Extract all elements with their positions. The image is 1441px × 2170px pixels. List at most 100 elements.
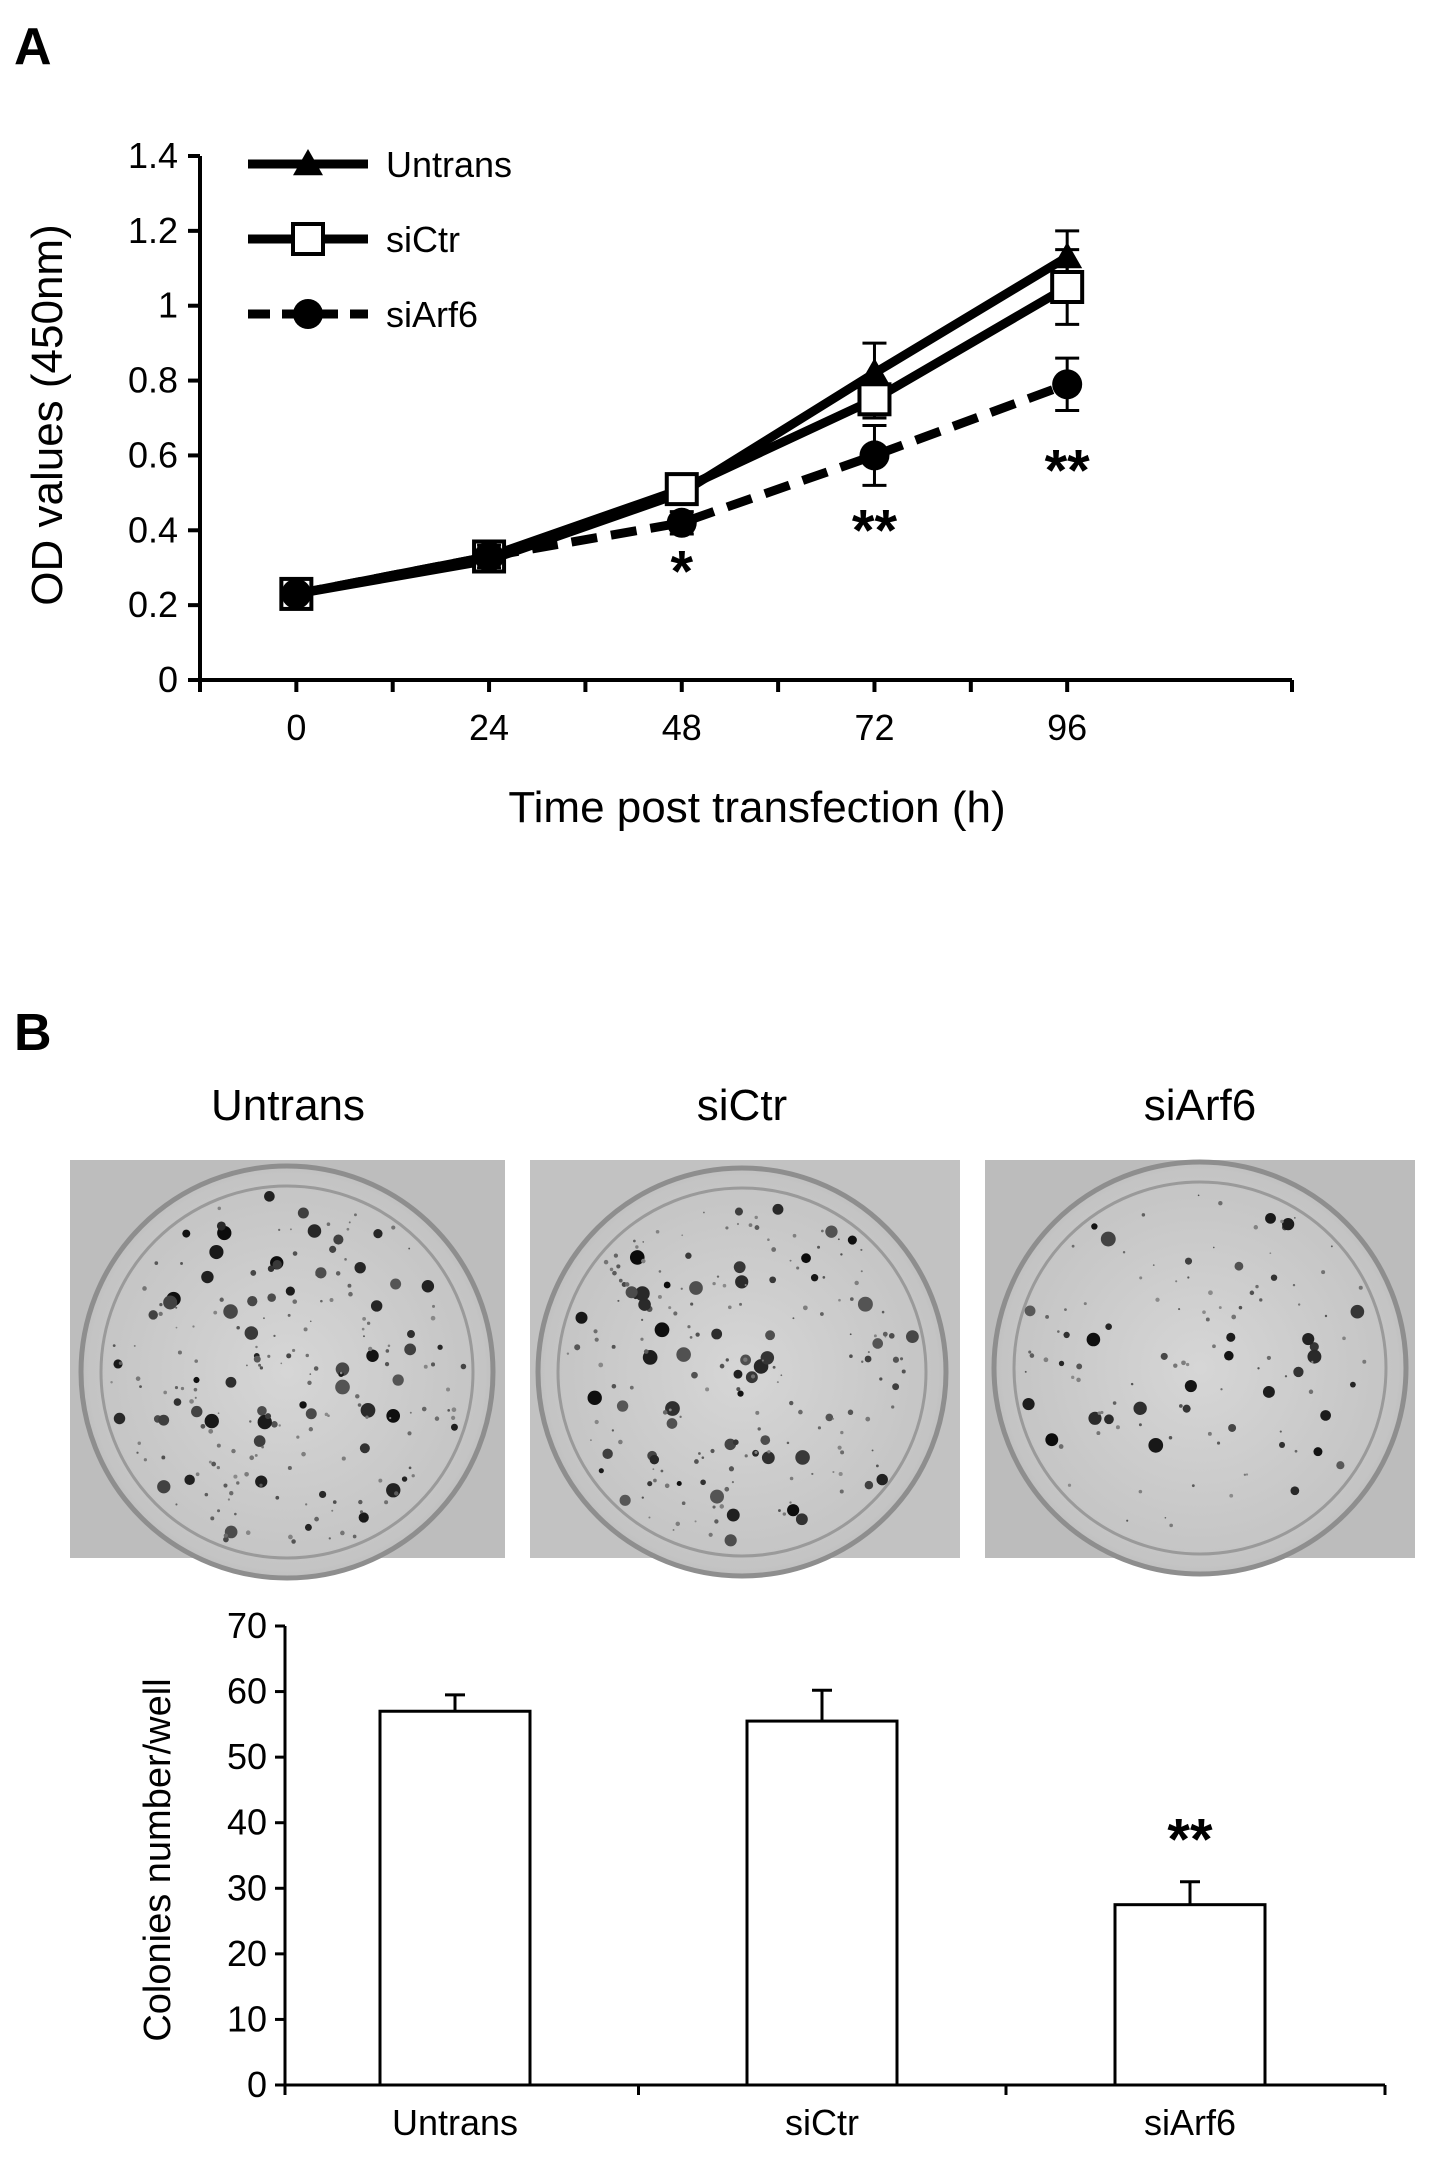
colony-dot bbox=[725, 1226, 729, 1230]
colony-dot bbox=[1024, 1305, 1036, 1317]
colony-dot bbox=[1265, 1212, 1276, 1224]
colony-dot bbox=[390, 1278, 402, 1290]
legend-entry-untrans: Untrans bbox=[248, 144, 512, 185]
colony-dot bbox=[624, 1282, 630, 1287]
colony-dot bbox=[694, 1520, 697, 1523]
colony-dot bbox=[734, 1207, 743, 1216]
colony-dot bbox=[275, 1495, 280, 1500]
colony-dot bbox=[694, 1459, 699, 1464]
colony-dot bbox=[236, 1326, 240, 1330]
colony-dot bbox=[690, 1302, 694, 1306]
colony-dot bbox=[710, 1489, 724, 1504]
colony-dot bbox=[724, 1534, 737, 1547]
colony-dot bbox=[1133, 1401, 1147, 1416]
colony-dot bbox=[184, 1474, 195, 1486]
colony-dot bbox=[409, 1411, 412, 1414]
colony-dot bbox=[767, 1450, 771, 1454]
colony-dot bbox=[217, 1206, 222, 1211]
colony-dot bbox=[1100, 1410, 1104, 1415]
colony-dot bbox=[431, 1362, 436, 1367]
colony-dot bbox=[229, 1491, 234, 1496]
colony-dot bbox=[867, 1351, 870, 1354]
colony-dot bbox=[224, 1525, 238, 1539]
colony-dot bbox=[139, 1385, 142, 1388]
colony-dot bbox=[257, 1406, 267, 1416]
colony-dot bbox=[698, 1452, 701, 1455]
colony-dot bbox=[722, 1283, 727, 1288]
colony-dot bbox=[598, 1362, 604, 1368]
y-tick-label: 50 bbox=[227, 1736, 267, 1777]
colony-dot bbox=[244, 1471, 249, 1477]
colony-dot bbox=[1257, 1367, 1260, 1370]
colony-dot bbox=[1179, 1404, 1183, 1408]
colony-dot bbox=[727, 1305, 732, 1310]
colony-dot bbox=[1057, 1330, 1060, 1333]
colony-dot bbox=[288, 1534, 293, 1540]
colony-dot bbox=[1362, 1359, 1367, 1364]
colony-dot bbox=[635, 1245, 639, 1249]
line-chart-x-ticks: 0 24 48 72 96 bbox=[198, 680, 1294, 748]
colony-dot bbox=[1091, 1223, 1098, 1230]
colony-dot bbox=[732, 1439, 739, 1446]
colony-dot bbox=[648, 1516, 651, 1519]
bar-untrans bbox=[378, 1709, 532, 2087]
colony-dot bbox=[434, 1416, 440, 1421]
colony-dot bbox=[611, 1429, 615, 1432]
colony-dot bbox=[629, 1250, 645, 1265]
colony-dot bbox=[879, 1377, 883, 1381]
colony-dot bbox=[1269, 1252, 1272, 1255]
colony-dot bbox=[1164, 1516, 1167, 1519]
colony-dot bbox=[201, 1270, 214, 1284]
colony-dot bbox=[772, 1203, 784, 1215]
colony-dot bbox=[1071, 1375, 1075, 1380]
x-tick-label: 0 bbox=[286, 707, 306, 748]
colony-dot bbox=[1224, 1350, 1234, 1361]
colony-dot bbox=[664, 1483, 670, 1489]
colony-dot bbox=[361, 1327, 365, 1331]
significance-mark: * bbox=[670, 539, 693, 604]
colony-dot bbox=[603, 1259, 609, 1265]
colony-dot bbox=[1302, 1332, 1315, 1346]
colony-dot bbox=[307, 1224, 322, 1238]
colony-dot bbox=[687, 1325, 691, 1329]
colony-dot bbox=[446, 1387, 451, 1392]
colony-dot bbox=[772, 1365, 776, 1369]
colony-dot bbox=[1294, 1449, 1298, 1453]
colony-dot bbox=[1311, 1360, 1314, 1364]
colony-dot bbox=[1297, 1303, 1301, 1306]
line-chart-legend: Untrans siCtr siArf6 bbox=[248, 144, 512, 335]
colony-dot bbox=[796, 1266, 800, 1270]
colony-dot bbox=[708, 1532, 713, 1537]
colony-dot bbox=[112, 1344, 116, 1348]
y-tick-label: 20 bbox=[227, 1933, 267, 1974]
colony-dot bbox=[676, 1347, 691, 1362]
colony-dot bbox=[782, 1512, 787, 1516]
colony-dot bbox=[1308, 1389, 1314, 1394]
data-point-circle bbox=[666, 507, 697, 538]
colony-dot bbox=[602, 1448, 613, 1460]
colony-dot bbox=[1028, 1350, 1032, 1354]
colony-dot bbox=[386, 1483, 401, 1498]
y-tick-label: 30 bbox=[227, 1867, 267, 1908]
colony-dot bbox=[180, 1386, 185, 1391]
colony-dot bbox=[643, 1349, 649, 1354]
colony-dot bbox=[1173, 1363, 1178, 1368]
colony-dot bbox=[668, 1408, 672, 1412]
colony-dot bbox=[384, 1500, 389, 1505]
colony-dot bbox=[315, 1267, 327, 1279]
bar-siarf6 bbox=[1113, 1903, 1267, 2087]
colony-dot bbox=[760, 1435, 771, 1445]
panel-label-a: A bbox=[14, 18, 52, 76]
colony-dot bbox=[451, 1415, 456, 1420]
line-chart: 0 0.2 0.4 0.6 0.8 1 1.2 1.4 0 24 48 72 96 OD values… bbox=[23, 135, 1294, 832]
colony-dot bbox=[320, 1299, 323, 1303]
colony-dot bbox=[370, 1300, 383, 1312]
colony-dot bbox=[801, 1253, 811, 1264]
colony-dot bbox=[787, 1504, 800, 1517]
colony-dot bbox=[348, 1221, 351, 1224]
colony-dot bbox=[437, 1344, 443, 1350]
colony-dot bbox=[754, 1450, 758, 1454]
colony-dot bbox=[789, 1259, 792, 1262]
data-point-square bbox=[291, 222, 325, 256]
colony-dot bbox=[213, 1310, 218, 1315]
